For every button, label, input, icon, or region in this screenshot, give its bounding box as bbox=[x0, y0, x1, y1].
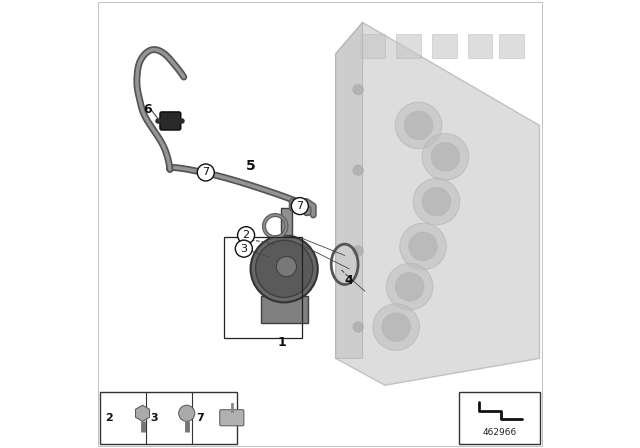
Polygon shape bbox=[335, 22, 540, 385]
Bar bbox=[100, 392, 237, 444]
Text: 5: 5 bbox=[246, 159, 255, 173]
Bar bbox=[468, 34, 493, 58]
Circle shape bbox=[353, 246, 364, 256]
Circle shape bbox=[353, 322, 364, 332]
Bar bbox=[459, 392, 540, 444]
Text: 7: 7 bbox=[196, 413, 204, 423]
Circle shape bbox=[413, 178, 460, 225]
Text: 1: 1 bbox=[278, 336, 286, 349]
Circle shape bbox=[382, 313, 410, 341]
Circle shape bbox=[276, 256, 296, 276]
Text: 2: 2 bbox=[243, 230, 250, 240]
Circle shape bbox=[179, 405, 195, 421]
Text: 7: 7 bbox=[296, 201, 303, 211]
FancyBboxPatch shape bbox=[220, 409, 244, 426]
Polygon shape bbox=[335, 22, 362, 358]
Text: 4: 4 bbox=[345, 273, 353, 287]
Text: 7: 7 bbox=[202, 168, 209, 177]
Text: 3: 3 bbox=[150, 413, 158, 423]
Circle shape bbox=[422, 187, 451, 216]
Circle shape bbox=[400, 223, 446, 270]
Text: 2: 2 bbox=[105, 413, 113, 423]
Circle shape bbox=[404, 111, 433, 140]
Circle shape bbox=[431, 142, 460, 171]
Bar bbox=[432, 34, 457, 58]
Circle shape bbox=[422, 134, 468, 180]
Circle shape bbox=[409, 232, 437, 261]
Text: 462966: 462966 bbox=[482, 428, 516, 437]
Circle shape bbox=[255, 240, 313, 297]
Text: 3: 3 bbox=[241, 244, 247, 254]
Circle shape bbox=[396, 102, 442, 149]
Circle shape bbox=[250, 235, 317, 302]
Circle shape bbox=[236, 240, 252, 257]
Text: 6: 6 bbox=[143, 103, 152, 116]
Bar bbox=[396, 34, 421, 58]
Circle shape bbox=[387, 263, 433, 310]
Circle shape bbox=[353, 165, 364, 176]
Bar bbox=[281, 208, 292, 235]
Bar bbox=[223, 237, 302, 338]
Bar bbox=[360, 34, 385, 58]
Bar bbox=[260, 296, 308, 323]
Circle shape bbox=[396, 272, 424, 301]
FancyBboxPatch shape bbox=[160, 112, 180, 130]
Circle shape bbox=[291, 198, 308, 215]
Bar bbox=[499, 34, 524, 58]
Circle shape bbox=[353, 84, 364, 95]
Circle shape bbox=[237, 227, 255, 244]
Circle shape bbox=[197, 164, 214, 181]
Circle shape bbox=[373, 304, 419, 350]
